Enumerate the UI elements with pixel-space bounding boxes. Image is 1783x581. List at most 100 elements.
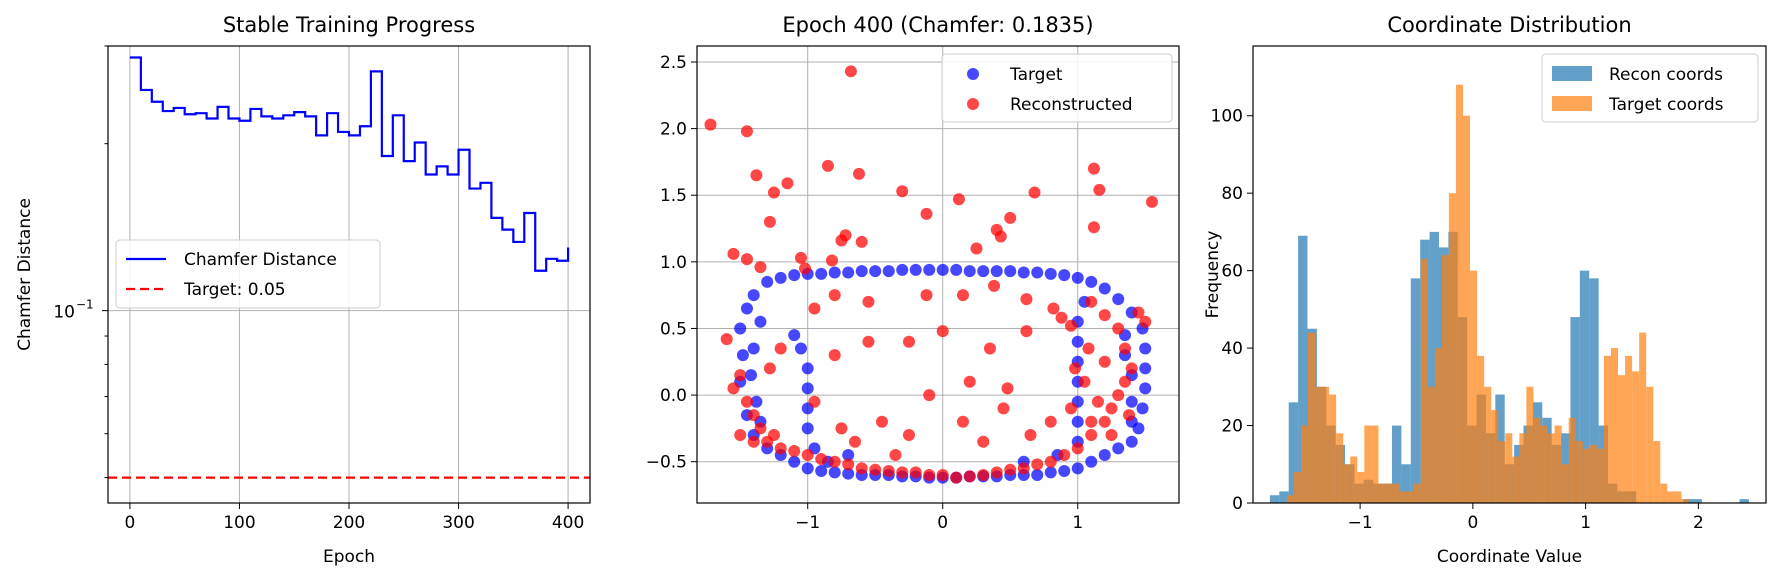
reconstructed-point bbox=[1112, 389, 1125, 402]
target-point bbox=[801, 382, 814, 395]
target-point bbox=[761, 275, 774, 288]
reconstructed-point bbox=[763, 362, 776, 375]
recon-histogram-bar bbox=[1579, 270, 1590, 503]
reconstructed-point bbox=[808, 395, 821, 408]
x-tick-label: 300 bbox=[442, 513, 474, 533]
target-point bbox=[734, 322, 747, 335]
reconstructed-point bbox=[983, 342, 996, 355]
target-point bbox=[1058, 269, 1071, 282]
target-histogram-bar bbox=[1639, 332, 1647, 503]
recon-histogram-bar bbox=[1269, 495, 1280, 503]
target-histogram-bar bbox=[1357, 472, 1365, 503]
target-histogram-bar bbox=[1420, 259, 1428, 503]
y-tick-label: 0 bbox=[1232, 494, 1243, 514]
reconstructed-point bbox=[902, 429, 915, 442]
chart-title: Epoch 400 (Chamfer: 0.1835) bbox=[782, 13, 1093, 37]
reconstructed-point bbox=[1091, 395, 1104, 408]
reconstructed-point bbox=[839, 229, 852, 242]
target-histogram-bar bbox=[1554, 425, 1562, 503]
target-point bbox=[1136, 402, 1149, 415]
target-histogram-bar bbox=[1519, 433, 1527, 503]
target-histogram-bar bbox=[1427, 386, 1435, 503]
reconstructed-point bbox=[747, 409, 760, 422]
reconstructed-point bbox=[1125, 362, 1138, 375]
reconstructed-point bbox=[750, 169, 763, 182]
y-tick-label: 0.5 bbox=[660, 319, 687, 339]
target-histogram-bar bbox=[1603, 355, 1611, 503]
legend-label: Chamfer Distance bbox=[184, 250, 337, 270]
target-histogram-bar bbox=[1667, 491, 1675, 503]
target-histogram-bar bbox=[1526, 386, 1534, 503]
reconstructed-point bbox=[869, 463, 882, 476]
target-point bbox=[754, 315, 767, 328]
target-histogram-bar bbox=[1582, 448, 1590, 503]
reconstructed-point bbox=[853, 167, 866, 180]
reconstructed-point bbox=[788, 445, 801, 458]
target-point bbox=[747, 342, 760, 355]
reconstructed-point bbox=[1044, 455, 1057, 468]
target-point bbox=[774, 271, 787, 284]
reconstructed-point bbox=[1145, 195, 1158, 208]
reconstructed-point bbox=[952, 193, 965, 206]
reconstructed-point bbox=[923, 469, 936, 482]
reconstructed-point bbox=[774, 342, 787, 355]
target-point bbox=[1071, 415, 1084, 428]
target-histogram-bar bbox=[1385, 483, 1393, 503]
target-histogram-bar bbox=[1610, 348, 1619, 503]
training-progress-chart: 0 100 200 300 400 10 −1 Stable Training Progres… bbox=[15, 13, 591, 567]
x-axis-label: Coordinate Value bbox=[1437, 547, 1582, 567]
reconstructed-point bbox=[875, 415, 888, 428]
reconstructed-point bbox=[844, 65, 857, 78]
recon-histogram-bar bbox=[1429, 231, 1439, 503]
target-histogram-bar bbox=[1336, 433, 1344, 503]
y-tick-label: 1.5 bbox=[660, 186, 687, 206]
target-point bbox=[1071, 271, 1084, 284]
target-point bbox=[1071, 462, 1084, 475]
target-histogram-bar bbox=[1293, 472, 1301, 503]
reconstructed-point bbox=[977, 435, 990, 448]
reconstructed-point bbox=[1055, 311, 1068, 324]
reconstructed-point bbox=[920, 289, 933, 302]
target-histogram-bar bbox=[1618, 375, 1626, 503]
x-axis-label: Epoch bbox=[323, 547, 375, 567]
reconstructed-point bbox=[704, 118, 717, 131]
target-point bbox=[1031, 469, 1044, 482]
target-point bbox=[882, 265, 895, 278]
target-histogram-bar bbox=[1477, 355, 1485, 503]
reconstructed-point bbox=[754, 422, 767, 435]
reconstructed-point bbox=[740, 125, 753, 138]
y-tick-exponent: −1 bbox=[76, 298, 94, 312]
target-point bbox=[1139, 342, 1152, 355]
target-point bbox=[950, 263, 963, 276]
reconstructed-point bbox=[1105, 402, 1118, 415]
reconstructed-point bbox=[734, 369, 747, 382]
target-histogram-bar bbox=[1315, 386, 1323, 503]
reconstructed-point bbox=[1085, 295, 1098, 308]
reconstructed-point bbox=[1098, 309, 1111, 322]
target-histogram-bar bbox=[1322, 386, 1330, 503]
reconstructed-point bbox=[1098, 415, 1111, 428]
target-point bbox=[1004, 265, 1017, 278]
reconstructed-point bbox=[1118, 342, 1131, 355]
reconstructed-point bbox=[909, 466, 922, 479]
legend-label: Reconstructed bbox=[1010, 95, 1133, 115]
chamfer-distance-line bbox=[129, 56, 570, 272]
x-tick-label: 1 bbox=[1580, 513, 1591, 533]
reconstructed-point bbox=[963, 470, 976, 483]
target-point bbox=[855, 265, 868, 278]
reconstructed-point bbox=[950, 471, 963, 484]
target-histogram-bar bbox=[1491, 410, 1499, 503]
recon-histogram-bar bbox=[1288, 402, 1299, 503]
reconstructed-point bbox=[781, 177, 794, 190]
target-point bbox=[842, 449, 855, 462]
reconstructed-point bbox=[1020, 325, 1033, 338]
x-tick-label: 100 bbox=[223, 513, 255, 533]
reconstructed-point bbox=[828, 349, 841, 362]
target-point bbox=[794, 342, 807, 355]
reconstructed-point bbox=[1082, 342, 1095, 355]
target-histogram-bar bbox=[1547, 433, 1555, 503]
target-point bbox=[801, 422, 814, 435]
reconstructed-point bbox=[1118, 375, 1131, 388]
target-point bbox=[828, 266, 841, 279]
reconstructed-point bbox=[1031, 458, 1044, 471]
